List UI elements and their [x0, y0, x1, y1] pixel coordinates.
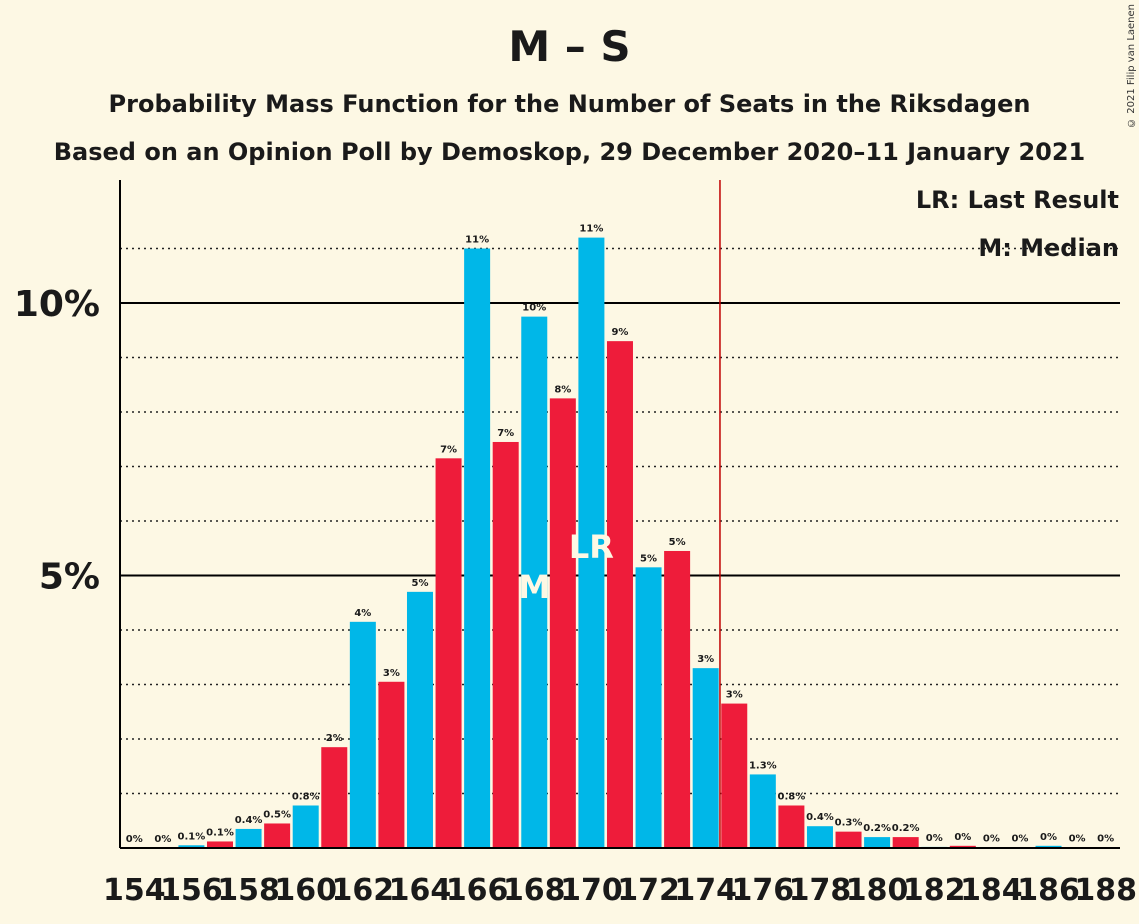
bar-seat-175 [721, 703, 748, 848]
bar-seat-164 [406, 591, 433, 848]
bar-seat-158 [235, 828, 262, 848]
bar-label: 3% [383, 668, 400, 679]
x-tick-label: 180 [846, 873, 909, 908]
y-tick-label: 5% [39, 557, 100, 598]
bar-seat-167 [492, 441, 519, 848]
bar-label: 0% [154, 834, 171, 845]
chart-subtitle: Probability Mass Function for the Number… [108, 90, 1031, 118]
bar-seat-162 [349, 621, 376, 848]
bar-label: 0.8% [778, 791, 806, 802]
x-tick-label: 172 [617, 873, 680, 908]
legend-last-result: LR: Last Result [915, 186, 1119, 214]
bar-label: 5% [640, 553, 657, 564]
median-marker: M [518, 568, 550, 606]
chart-subtitle-source: Based on an Opinion Poll by Demoskop, 29… [53, 138, 1086, 166]
x-tick-label: 156 [160, 873, 223, 908]
x-tick-label: 170 [560, 873, 623, 908]
bar-seat-178 [806, 826, 833, 848]
x-tick-label: 176 [732, 873, 795, 908]
bar-label: 0% [954, 832, 971, 843]
x-tick-label: 162 [332, 873, 395, 908]
bar-seat-160 [292, 805, 319, 848]
x-tick-label: 158 [217, 873, 280, 908]
bar-label: 9% [611, 327, 628, 338]
bar-label: 0% [1097, 833, 1114, 844]
bar-label: 0.4% [806, 812, 834, 823]
bar-label: 10% [522, 303, 546, 314]
x-tick-label: 186 [1017, 873, 1080, 908]
bar-seat-181 [892, 837, 919, 848]
bar-label: 0.1% [178, 831, 206, 842]
bar-seat-172 [635, 567, 662, 848]
bar-label: 0% [983, 833, 1000, 844]
bar-seat-165 [435, 458, 462, 848]
last-result-marker: LR [569, 528, 614, 566]
bar-seat-174 [692, 668, 719, 848]
bar-seat-161 [321, 747, 348, 848]
legend-median: M: Median [978, 234, 1119, 262]
bar-label: 0% [126, 834, 143, 845]
x-tick-label: 182 [903, 873, 966, 908]
bar-seat-156 [178, 845, 205, 848]
bar-label: 7% [440, 444, 457, 455]
bar-seat-169 [549, 398, 576, 848]
bar-label: 0.2% [863, 823, 891, 834]
bar-label: 0.2% [892, 823, 920, 834]
bar-seat-180 [864, 837, 891, 848]
bar-label: 3% [726, 690, 743, 701]
x-tick-label: 178 [789, 873, 852, 908]
bar-seat-168 [521, 316, 548, 848]
x-tick-label: 174 [674, 873, 737, 908]
bar-label: 0.8% [292, 791, 320, 802]
bar-seat-176 [749, 774, 776, 848]
bar-label: 11% [579, 224, 603, 235]
bar-seat-159 [264, 823, 291, 848]
bar-seat-163 [378, 681, 405, 848]
bar-label: 4% [354, 608, 371, 619]
x-tick-label: 184 [960, 873, 1023, 908]
bar-label: 0.3% [835, 818, 863, 829]
bar-label: 0% [1040, 832, 1057, 843]
y-tick-label: 10% [14, 284, 100, 325]
x-tick-label: 160 [274, 873, 337, 908]
bar-label: 2% [326, 733, 343, 744]
bar-seat-177 [778, 805, 805, 848]
bar-label: 5% [411, 578, 428, 589]
bar-label: 0.5% [263, 809, 291, 820]
x-tick-label: 168 [503, 873, 566, 908]
bar-label: 11% [465, 235, 489, 246]
bar-label: 0.4% [235, 815, 263, 826]
bar-label: 7% [497, 428, 514, 439]
bar-label: 8% [554, 384, 571, 395]
bar-seat-173 [664, 550, 691, 848]
x-tick-label: 166 [446, 873, 509, 908]
bar-seat-186 [1035, 845, 1062, 848]
bar-seat-170 [578, 237, 605, 849]
bar-seat-157 [206, 841, 233, 848]
bar-label: 0% [926, 833, 943, 844]
x-tick-label: 154 [103, 873, 166, 908]
bar-seat-166 [464, 248, 491, 848]
bar-label: 0% [1011, 833, 1028, 844]
bar-label: 5% [669, 537, 686, 548]
bar-label: 3% [697, 654, 714, 665]
bar-seat-183 [949, 845, 976, 848]
bar-seat-171 [606, 341, 633, 848]
bar-label: 0.1% [206, 827, 234, 838]
bar-seat-179 [835, 831, 862, 848]
x-tick-label: 164 [389, 873, 452, 908]
bar-label: 0% [1069, 833, 1086, 844]
chart-title: M – S [508, 22, 631, 71]
x-tick-label: 188 [1074, 873, 1137, 908]
bar-label: 1.3% [749, 760, 777, 771]
